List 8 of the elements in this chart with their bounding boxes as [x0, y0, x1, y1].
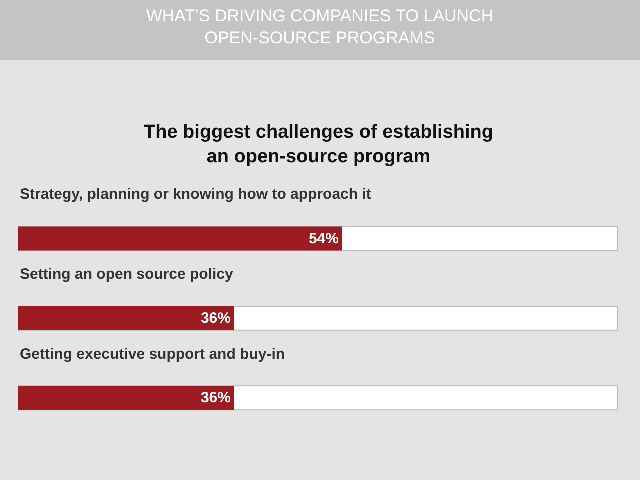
y-tick-label: Strategy, planning or knowing how to approach it: [20, 186, 372, 203]
data-label: 54%: [308, 230, 339, 248]
y-tick-label: Setting an open source policy: [20, 266, 234, 283]
y-tick-label: Getting executive support and buy-in: [20, 346, 286, 363]
data-label: 36%: [200, 390, 231, 407]
chart-subtitle: The biggest challenges of establishing an open-source program: [144, 122, 494, 168]
chart-title: WHAT’S DRIVING COMPANIES TO LAUNCH OPEN-SOURCE PROGRAMS: [146, 6, 494, 48]
data-label: 36%: [200, 310, 231, 327]
